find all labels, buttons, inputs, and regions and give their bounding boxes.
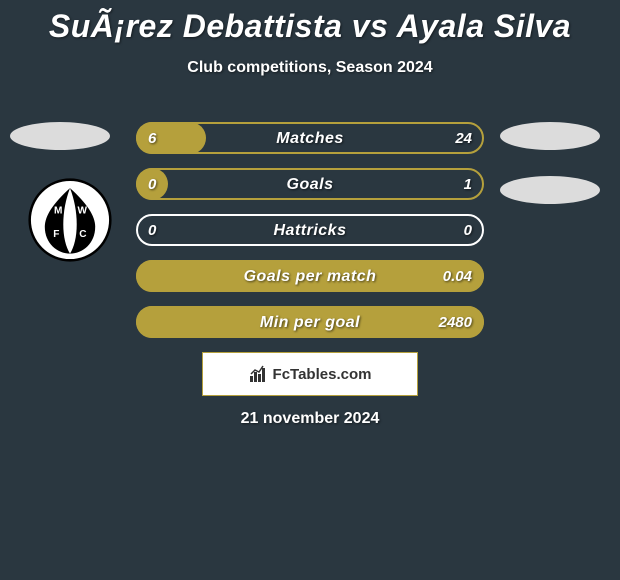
- footer-brand-text: FcTables.com: [273, 366, 372, 383]
- stat-label: Min per goal: [136, 314, 484, 332]
- stat-value-right: 0.04: [443, 268, 472, 285]
- stat-row: Goals per match0.04: [0, 258, 620, 294]
- stat-row: Hattricks0 0: [0, 212, 620, 248]
- subtitle: Club competitions, Season 2024: [0, 59, 620, 77]
- stat-row: Goals0 1: [0, 166, 620, 202]
- stat-value-left: 0: [148, 222, 156, 239]
- stats-container: Matches624Goals01Hattricks00Goals per ma…: [0, 120, 620, 350]
- stat-row: Matches6 24: [0, 120, 620, 156]
- stat-value-right: 0: [464, 222, 472, 239]
- chart-icon: [249, 364, 269, 384]
- stat-value-left: 0: [148, 176, 156, 193]
- footer-brand-box[interactable]: FcTables.com: [202, 352, 418, 396]
- date-text: 21 november 2024: [0, 410, 620, 428]
- stat-label: Hattricks: [136, 222, 484, 240]
- stat-value-right: 2480: [439, 314, 472, 331]
- stat-value-left: 6: [148, 130, 156, 147]
- stat-value-right: 1: [464, 176, 472, 193]
- stat-label: Matches: [136, 130, 484, 148]
- stat-value-right: 24: [455, 130, 472, 147]
- page-title: SuÃ¡rez Debattista vs Ayala Silva: [0, 0, 620, 45]
- stat-label: Goals per match: [136, 268, 484, 286]
- stat-label: Goals: [136, 176, 484, 194]
- stat-row: Min per goal2480: [0, 304, 620, 340]
